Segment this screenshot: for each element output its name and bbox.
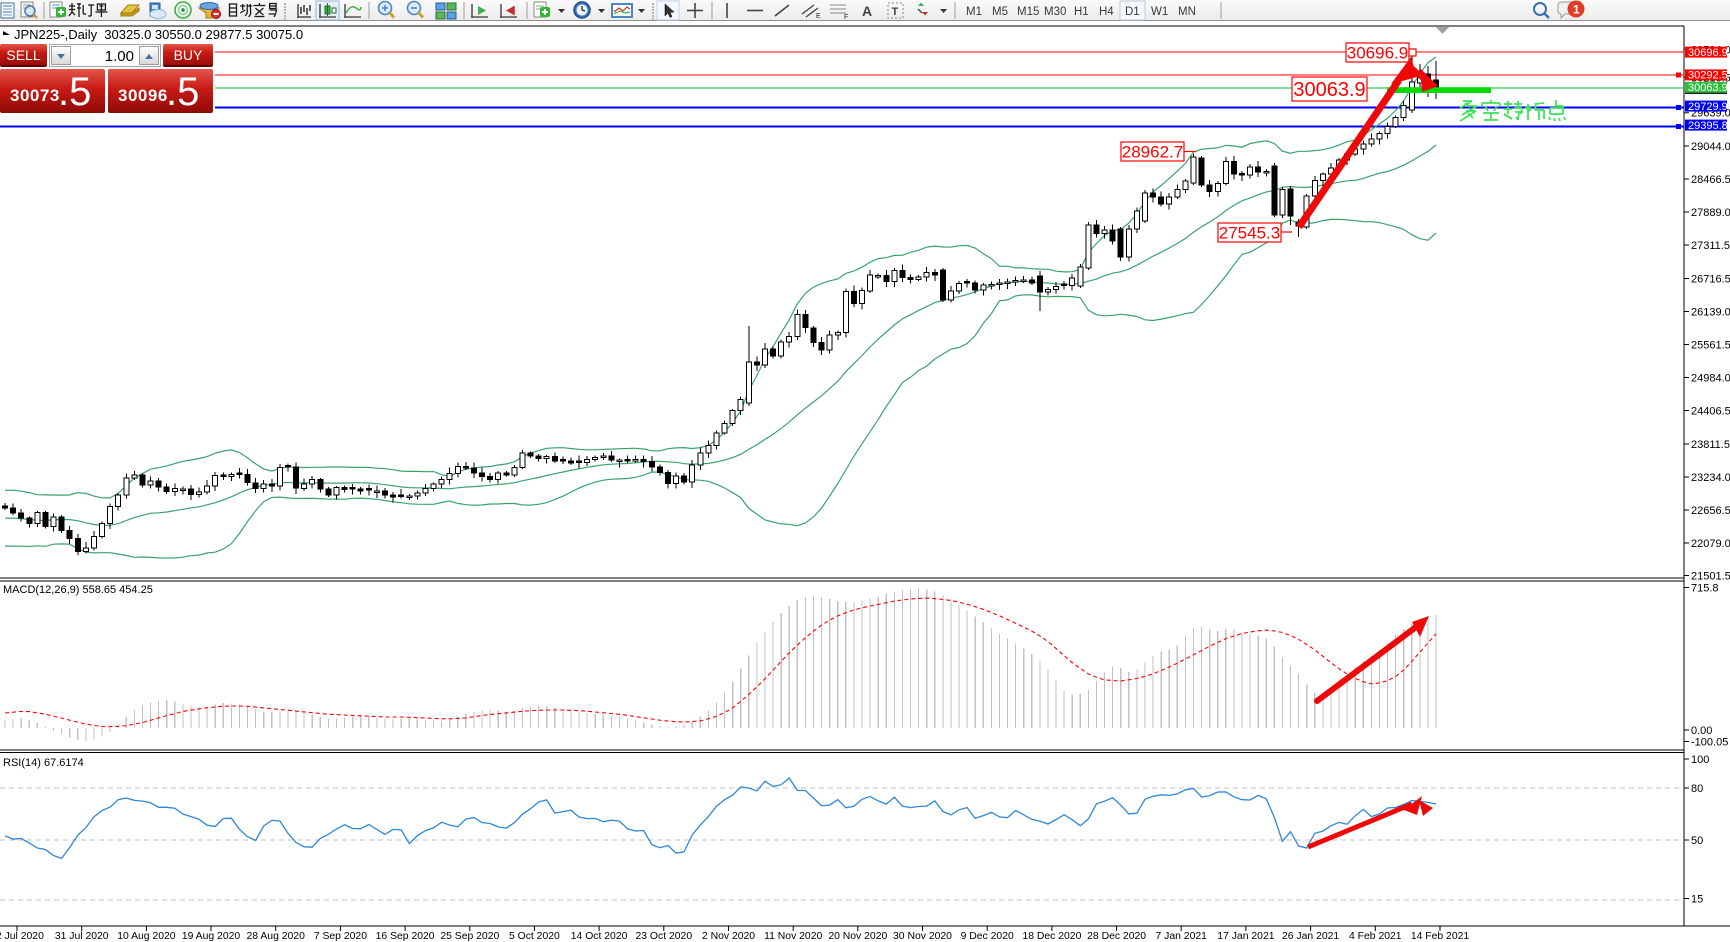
svg-text:4 Feb 2021: 4 Feb 2021	[1349, 931, 1402, 942]
svg-text:28 Aug 2020: 28 Aug 2020	[247, 931, 306, 942]
svg-text:7 Jan 2021: 7 Jan 2021	[1155, 931, 1207, 942]
svg-text:W1: W1	[1151, 6, 1168, 18]
svg-text:30063.9: 30063.9	[1688, 82, 1728, 94]
svg-text:100: 100	[1691, 754, 1709, 766]
svg-text:9 Dec 2020: 9 Dec 2020	[961, 931, 1014, 942]
svg-text:MACD(12,26,9) 558.65 454.25: MACD(12,26,9) 558.65 454.25	[3, 584, 153, 596]
svg-text:5 Oct 2020: 5 Oct 2020	[509, 931, 560, 942]
svg-text:23 Oct 2020: 23 Oct 2020	[635, 931, 692, 942]
svg-text:26716.5: 26716.5	[1691, 273, 1730, 285]
svg-text:22 Jul 2020: 22 Jul 2020	[0, 931, 44, 942]
svg-text:22656.5: 22656.5	[1691, 505, 1730, 517]
svg-text:E: E	[816, 13, 821, 20]
svg-text:MN: MN	[1178, 6, 1196, 18]
svg-text:30292.5: 30292.5	[1688, 70, 1728, 82]
svg-text:24984.0: 24984.0	[1691, 372, 1730, 384]
svg-text:0.00: 0.00	[1691, 725, 1712, 737]
svg-text:24406.5: 24406.5	[1691, 405, 1730, 417]
svg-text:26 Jan 2021: 26 Jan 2021	[1282, 931, 1339, 942]
svg-text:80: 80	[1691, 783, 1703, 795]
svg-text:D1: D1	[1125, 6, 1140, 18]
svg-text:M30: M30	[1044, 6, 1066, 18]
svg-text:28962.7: 28962.7	[1122, 143, 1183, 162]
svg-text:23234.0: 23234.0	[1691, 472, 1730, 484]
svg-text:14 Oct 2020: 14 Oct 2020	[571, 931, 628, 942]
svg-text:20 Nov 2020: 20 Nov 2020	[828, 931, 887, 942]
svg-text:F: F	[844, 14, 848, 21]
svg-text:30 Nov 2020: 30 Nov 2020	[893, 931, 952, 942]
svg-text:29044.0: 29044.0	[1691, 141, 1730, 153]
svg-text:19 Aug 2020: 19 Aug 2020	[182, 931, 241, 942]
svg-text:28466.5: 28466.5	[1691, 174, 1730, 186]
svg-text:715.8: 715.8	[1691, 582, 1719, 594]
svg-text:21501.5: 21501.5	[1691, 570, 1730, 582]
svg-text:29395.8: 29395.8	[1688, 120, 1728, 132]
svg-text:30696.9: 30696.9	[1347, 44, 1408, 63]
svg-text:17 Jan 2021: 17 Jan 2021	[1217, 931, 1274, 942]
svg-text:T: T	[892, 6, 899, 18]
svg-text:18 Dec 2020: 18 Dec 2020	[1022, 931, 1081, 942]
svg-text:25561.5: 25561.5	[1691, 339, 1730, 351]
svg-text:26139.0: 26139.0	[1691, 306, 1730, 318]
svg-text:30696.9: 30696.9	[1688, 47, 1728, 59]
svg-text:H1: H1	[1074, 6, 1089, 18]
svg-text:A: A	[862, 3, 872, 19]
svg-text:14 Feb 2021: 14 Feb 2021	[1411, 931, 1470, 942]
svg-text:31 Jul 2020: 31 Jul 2020	[55, 931, 109, 942]
svg-text:-100.05: -100.05	[1691, 736, 1728, 748]
svg-text:M5: M5	[992, 6, 1008, 18]
svg-text:28 Dec 2020: 28 Dec 2020	[1087, 931, 1146, 942]
svg-text:11 Nov 2020: 11 Nov 2020	[764, 931, 822, 942]
svg-text:1: 1	[1573, 3, 1580, 17]
svg-text:22079.0: 22079.0	[1691, 538, 1730, 550]
svg-text:JPN225-,Daily 30325.0 30550.0: JPN225-,Daily 30325.0 30550.0 29877.5 30…	[14, 27, 303, 42]
svg-text:27545.3: 27545.3	[1219, 224, 1280, 243]
svg-text:27311.5: 27311.5	[1691, 240, 1730, 252]
svg-text:30063.9: 30063.9	[1293, 79, 1365, 101]
svg-text:27889.0: 27889.0	[1691, 207, 1730, 219]
svg-text:RSI(14) 67.6174: RSI(14) 67.6174	[3, 757, 84, 769]
svg-text:H4: H4	[1099, 6, 1114, 18]
svg-text:23811.5: 23811.5	[1691, 439, 1730, 451]
svg-text:M1: M1	[966, 6, 982, 18]
svg-text:25 Sep 2020: 25 Sep 2020	[440, 931, 499, 942]
svg-text:50: 50	[1691, 835, 1703, 847]
svg-text:7 Sep 2020: 7 Sep 2020	[314, 931, 367, 942]
svg-text:29729.9: 29729.9	[1688, 101, 1728, 113]
svg-text:2 Nov 2020: 2 Nov 2020	[702, 931, 755, 942]
svg-text:16 Sep 2020: 16 Sep 2020	[376, 931, 435, 942]
svg-text:10 Aug 2020: 10 Aug 2020	[117, 931, 176, 942]
svg-text:M15: M15	[1017, 6, 1039, 18]
svg-text:15: 15	[1691, 893, 1703, 905]
